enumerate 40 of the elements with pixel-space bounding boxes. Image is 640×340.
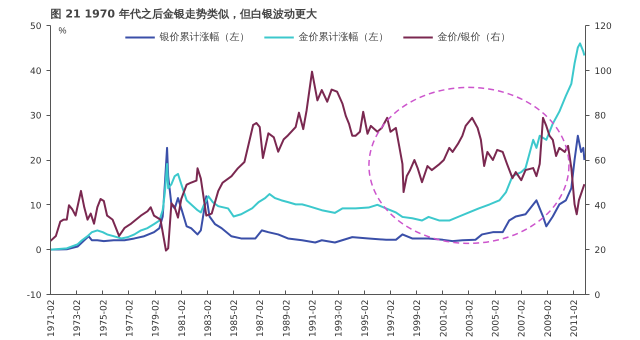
x-tick-label: 1993-02 [334,299,345,338]
y-tick-label: 20 [30,156,42,166]
y2-tick-label: 100 [594,66,612,77]
x-tick-label: 1985-02 [230,299,240,338]
chart-title: 图 21 1970 年代之后金银走势类似，但白银波动更大 [50,8,318,20]
legend-label: 金价/银价（右） [437,31,511,44]
x-tick-label: 1971-02 [47,299,57,338]
y-tick-label: 30 [30,112,42,122]
x-tick-label: 1977-02 [125,299,136,338]
x-tick-label: 2005-02 [492,299,502,338]
y2-tick-label: 40 [594,201,606,212]
x-tick-label: 2001-02 [439,299,450,338]
x-tick-label: 1975-02 [99,299,110,338]
x-tick-label: 2007-02 [518,299,528,338]
x-tick-label: 1995-02 [360,299,371,338]
x-tick-label: 1997-02 [386,299,397,338]
y-tick-label: 0 [36,246,42,256]
x-tick-label: 1999-02 [413,299,424,338]
y-tick-label: 40 [30,66,42,77]
x-tick-label: 1981-02 [178,299,188,338]
x-tick-label: 1991-02 [308,299,319,338]
y2-tick-label: 60 [594,156,606,166]
x-tick-label: 2003-02 [465,299,476,338]
x-tick-label: 1989-02 [282,299,292,338]
y-tick-label: 50 [30,22,42,32]
y-tick-label: -10 [26,291,42,301]
legend-label: 金价累计涨幅（左） [298,30,388,44]
y-axis-title: % [58,26,67,36]
legend-label: 银价累计涨幅（左） [159,30,250,44]
x-tick-label: 1979-02 [152,299,162,338]
y2-tick-label: 20 [594,246,606,256]
y-tick-label: 10 [30,201,42,212]
x-tick-label: 1973-02 [73,299,84,338]
x-tick-label: 1983-02 [204,299,214,338]
y2-tick-label: 80 [594,112,606,122]
y2-tick-label: 120 [594,22,612,32]
x-tick-label: 2009-02 [544,299,554,338]
x-tick-label: 2011-02 [570,299,580,338]
y2-tick-label: 0 [594,291,600,301]
x-tick-label: 1987-02 [256,299,266,338]
